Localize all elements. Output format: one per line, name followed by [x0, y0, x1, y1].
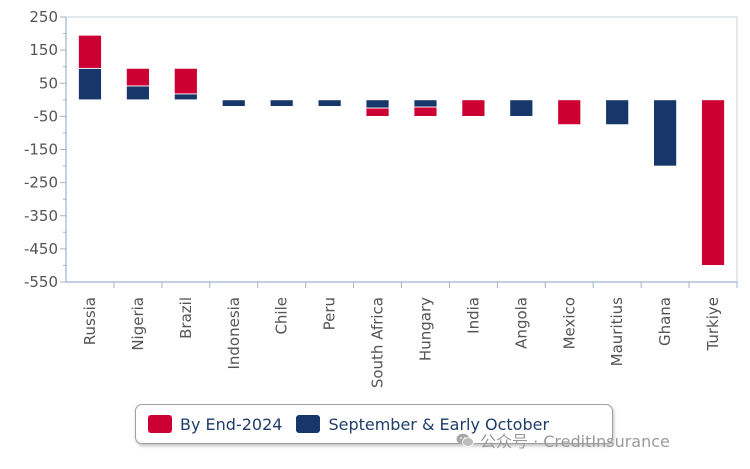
x-category-label: Peru [321, 297, 339, 330]
bar-indonesia-september-early-october [221, 99, 246, 107]
bar-mauritius-september-early-october [605, 99, 630, 126]
legend-swatch-september-early-october [296, 415, 321, 433]
legend-label-september-early-october: September & Early October [328, 414, 550, 434]
bar-angola-september-early-october [509, 99, 534, 117]
x-category-label: Mauritius [608, 297, 626, 367]
y-tick-label: -550 [24, 273, 58, 291]
y-tick-label: -450 [24, 240, 58, 258]
bar-russia-by-end-2024 [78, 34, 102, 69]
y-tick-label: -250 [24, 174, 58, 192]
watermark-text: 公众号 · CreditInsurance [480, 432, 670, 451]
x-category-label: Indonesia [225, 297, 243, 370]
x-category-label: Russia [81, 297, 99, 345]
x-category-label: South Africa [369, 297, 387, 388]
x-category-label: Turkiye [704, 297, 722, 352]
bar-south-africa-september-early-october [365, 99, 390, 109]
bar-brazil-september-early-october [173, 93, 198, 101]
bar-turkiye-by-end-2024 [701, 99, 725, 266]
legend-swatch-by-end-2024 [148, 415, 172, 433]
chart-legend: By End-2024 September & Early October [135, 404, 613, 444]
bar-ghana-september-early-october [653, 99, 678, 167]
bar-mexico-by-end-2024 [557, 99, 582, 126]
bar-hungary-by-end-2024 [413, 106, 438, 117]
watermark: 公众号 · CreditInsurance [456, 428, 670, 452]
chart-axes: 250 150 50 -50 -150 -250 -350 -450 -550 [24, 8, 738, 291]
bar-russia-september-early-october [78, 67, 102, 101]
plot-frame [65, 16, 738, 283]
chart-labels: Russia Nigeria Brazil Indonesia Chile Peru Sou… [81, 297, 722, 388]
bar-chile-september-early-october [269, 99, 294, 107]
bar-hungary-september-early-october [413, 99, 438, 108]
chart-bars [78, 34, 725, 266]
x-category-label: Angola [512, 297, 530, 349]
bar-south-africa-by-end-2024 [365, 107, 390, 117]
bar-brazil-by-end-2024 [173, 67, 198, 95]
x-category-label: Mexico [560, 297, 578, 349]
bar-nigeria-september-early-october [125, 85, 150, 101]
x-category-label: Chile [273, 297, 291, 335]
x-category-label: Ghana [656, 297, 674, 346]
wechat-icon [456, 433, 474, 447]
legend-item-by-end-2024[interactable]: By End-2024 [148, 415, 282, 434]
x-category-label: Hungary [416, 297, 434, 361]
bar-india-by-end-2024 [461, 99, 486, 117]
y-tick-label: -150 [24, 141, 58, 159]
bar-nigeria-by-end-2024 [125, 67, 150, 87]
y-tick-label: -350 [24, 207, 58, 225]
stacked-bar-chart: 250 150 50 -50 -150 -250 -350 -450 -550 Russia Ni… [24, 8, 738, 388]
y-tick-label: 50 [39, 74, 58, 92]
legend-item-september-early-october[interactable]: September & Early October [296, 415, 549, 434]
y-tick-label: 150 [29, 41, 58, 59]
bar-peru-september-early-october [317, 99, 342, 107]
legend-label-by-end-2024: By End-2024 [180, 414, 283, 434]
y-tick-label: -50 [34, 107, 59, 125]
x-category-label: Brazil [177, 297, 195, 339]
x-category-label: India [464, 297, 482, 334]
y-tick-label: 250 [29, 8, 58, 26]
x-category-label: Nigeria [129, 297, 147, 351]
